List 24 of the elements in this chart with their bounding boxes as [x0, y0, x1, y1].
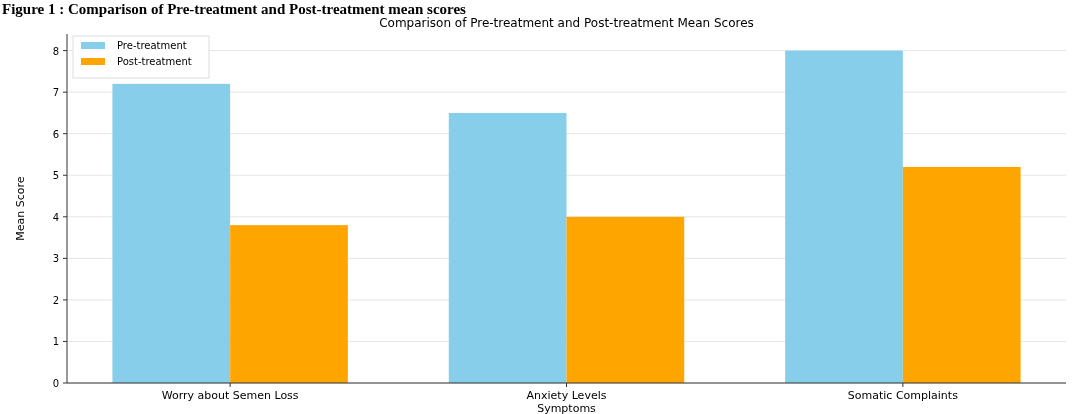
legend-label: Pre-treatment	[117, 40, 187, 51]
x-tick-label: Worry about Semen Loss	[161, 389, 299, 402]
bar	[448, 112, 567, 383]
y-tick-label: 4	[52, 211, 59, 223]
y-axis-title: Mean Score	[14, 176, 27, 241]
y-tick-label: 3	[52, 253, 59, 265]
bar	[902, 166, 1021, 383]
bar	[112, 83, 231, 383]
y-tick-label: 5	[52, 170, 59, 182]
y-tick-label: 8	[52, 45, 59, 57]
caption: Figure 1 : Comparison of Pre-treatment and Post-treatment mean scores	[2, 1, 467, 17]
bar	[566, 216, 685, 383]
y-tick-label: 0	[52, 378, 59, 389]
bar	[230, 225, 348, 383]
x-tick-label: Somatic Complaints	[847, 389, 959, 402]
x-axis-title: Symptoms	[537, 402, 597, 414]
x-tick-label: Anxiety Levels	[526, 389, 607, 402]
bar	[785, 50, 903, 383]
y-tick-label: 6	[52, 128, 59, 140]
y-tick-label: 7	[52, 87, 59, 99]
y-tick-label: 1	[52, 336, 59, 348]
y-tick-label: 2	[52, 294, 59, 306]
chart-title: Comparison of Pre-treatment and Post-treatment Mean Scores	[379, 16, 754, 30]
legend-label: Post-treatment	[117, 56, 192, 67]
